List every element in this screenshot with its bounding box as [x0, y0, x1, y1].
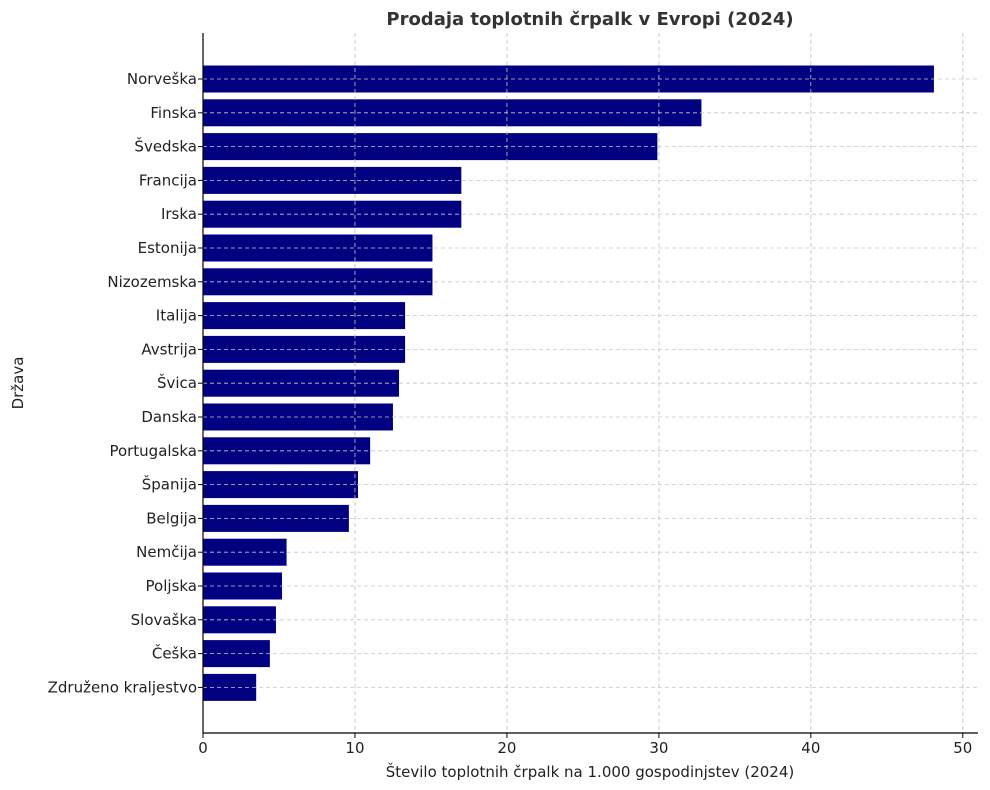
y-tick-label: Avstrija — [141, 340, 197, 358]
x-axis-label: Število toplotnih črpalk na 1.000 gospod… — [386, 762, 795, 781]
bars — [203, 33, 964, 733]
y-tick-label: Poljska — [146, 577, 197, 595]
y-tick-label: Belgija — [146, 509, 197, 527]
y-tick-label: Švica — [157, 373, 197, 392]
y-tick-label: Nizozemska — [107, 273, 197, 291]
x-tick-label: 10 — [345, 739, 364, 757]
y-tick-label: Irska — [161, 205, 197, 223]
chart-title: Prodaja toplotnih črpalk v Evropi (2024) — [386, 9, 793, 30]
x-ticks: 0 10 20 30 40 50 — [198, 733, 972, 757]
y-tick-label: Švedska — [134, 137, 197, 156]
y-tick-label: Finska — [150, 104, 197, 122]
y-tick-label: Češka — [152, 644, 197, 663]
bar-17 — [203, 640, 270, 668]
y-tick-label: Norveška — [127, 70, 197, 88]
y-tick-label: Danska — [141, 408, 197, 426]
x-tick-label: 20 — [497, 739, 516, 757]
x-tick-label: 40 — [801, 739, 820, 757]
y-tick-label: Portugalska — [109, 442, 197, 460]
bar-11 — [203, 437, 371, 465]
y-tick-label: Italija — [156, 307, 197, 325]
y-ticks: Norveška Finska Švedska Francija Irska Estoni… — [48, 70, 203, 696]
x-tick-label: 50 — [953, 739, 972, 757]
y-axis-label: Država — [9, 357, 27, 410]
y-tick-label: Združeno kraljestvo — [48, 678, 197, 696]
y-tick-label: Nemčija — [136, 543, 197, 561]
x-tick-label: 30 — [649, 739, 668, 757]
bar-15 — [203, 572, 283, 600]
bar-14 — [203, 538, 287, 566]
y-tick-label: Slovaška — [131, 611, 197, 629]
y-tick-label: Estonija — [138, 239, 197, 257]
y-tick-label: Španija — [142, 475, 197, 494]
x-tick-label: 0 — [198, 739, 208, 757]
y-tick-label: Francija — [139, 171, 197, 189]
